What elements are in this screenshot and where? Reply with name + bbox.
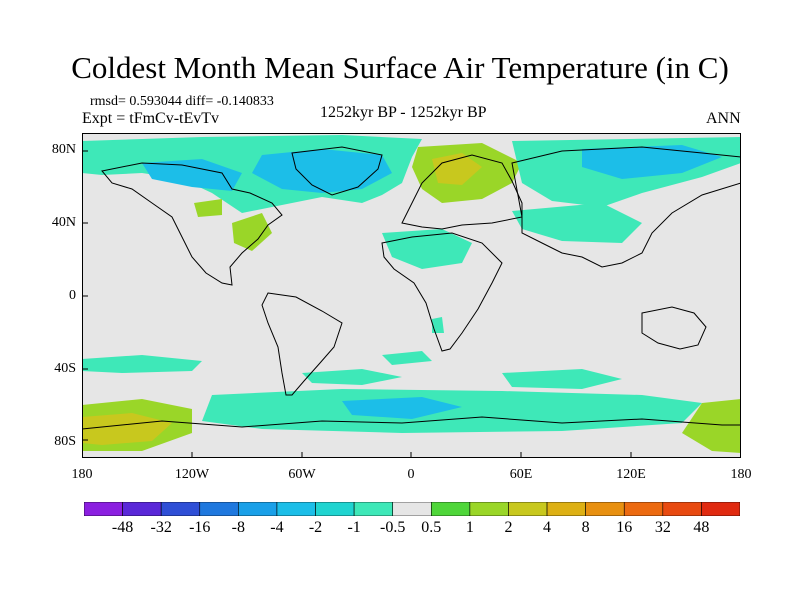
lon-label-180e: 180 [730, 467, 752, 482]
colorbar-label: 2 [504, 519, 513, 536]
lat-label-40n: 40N [51, 215, 76, 230]
colorbar-swatch [392, 502, 432, 516]
axis-ticks [82, 150, 632, 458]
coast-greenland [291, 146, 383, 196]
colorbar-label: 1 [465, 519, 474, 536]
colorbar [84, 502, 740, 516]
colorbar-label: -4 [270, 519, 284, 536]
colorbar-swatch [84, 502, 123, 516]
coast-australia [641, 306, 707, 350]
colorbar-swatch [122, 502, 162, 516]
coastlines [82, 146, 741, 430]
colorbar-swatch [585, 502, 625, 516]
lon-label-120e: 120E [616, 467, 646, 482]
lon-label-0: 0 [407, 467, 415, 482]
lon-label-60w: 60W [288, 467, 316, 482]
coast-africa [381, 232, 503, 352]
season-label: ANN [706, 110, 741, 127]
anomaly-cool-south-2 [302, 369, 402, 385]
colorbar-label: 48 [693, 519, 710, 536]
anomaly-cooler-greenland [252, 149, 392, 193]
anomaly-cool-africa [432, 317, 444, 333]
anomaly-cool-south-4 [502, 369, 622, 389]
anomaly-warm-antarctic-east [682, 399, 741, 453]
plot-title: Coldest Month Mean Surface Air Temperatu… [71, 50, 729, 85]
lat-label-80s: 80S [54, 434, 76, 449]
anomaly-warm-north-america [232, 213, 272, 251]
anomaly-cool-south-3 [382, 351, 432, 365]
period-label: 1252kyr BP - 1252kyr BP [320, 104, 487, 121]
experiment-label: Expt = tFmCv-tEvTv [82, 110, 220, 127]
anomaly-cool-antarctic [202, 389, 702, 433]
anomaly-cooler-siberia [582, 145, 722, 179]
colorbar-label: 16 [616, 519, 633, 536]
colorbar-label: -1 [347, 519, 361, 536]
coast-antarctica [82, 416, 741, 430]
anomaly-cooler-canada [142, 159, 242, 191]
coast-south-america [261, 292, 343, 396]
anomaly-warm-canada-west [194, 199, 222, 217]
coast-asia [511, 146, 741, 268]
colorbar-swatch [701, 502, 740, 516]
colorbar-label: -0.5 [380, 519, 406, 536]
colorbar-swatch [662, 502, 702, 516]
colorbar-swatch [469, 502, 509, 516]
anomaly-cooler-antarctic [342, 397, 462, 419]
colorbar-label: -8 [231, 519, 245, 536]
colorbar-swatch [508, 502, 548, 516]
colorbar-swatch [199, 502, 239, 516]
anomaly-warmer-scandinavia [432, 153, 482, 185]
stats-text: rmsd= 0.593044 diff= -0.140833 [90, 94, 274, 109]
colorbar-label: -16 [189, 519, 211, 536]
lat-label-0: 0 [69, 288, 76, 303]
colorbar-swatch [315, 502, 355, 516]
colorbar-label: 32 [654, 519, 671, 536]
colorbar-label: -2 [308, 519, 323, 536]
colorbar-swatch [238, 502, 278, 516]
map-plot [82, 133, 741, 458]
anomaly-cool-south-1 [82, 355, 202, 373]
colorbar-swatch [353, 502, 394, 516]
colorbar-label: 8 [581, 519, 590, 536]
colorbar-swatch [276, 502, 316, 516]
colorbar-swatch [160, 502, 201, 516]
colorbar-swatch [430, 502, 471, 516]
lon-label-180w: 180 [71, 467, 93, 482]
colorbar-swatch [623, 502, 664, 516]
coast-north-america [101, 162, 283, 286]
colorbar-label: 0.5 [421, 519, 442, 536]
colorbar-label: 4 [543, 519, 552, 536]
anomaly-warmer-antarctic [82, 413, 172, 445]
lat-label-40s: 40S [54, 361, 76, 376]
anomaly-cool-asia [512, 203, 642, 243]
colorbar-label: -48 [111, 519, 134, 536]
lat-label-80n: 80N [51, 142, 76, 157]
lon-label-120w: 120W [174, 467, 210, 482]
colorbar-swatch [546, 502, 586, 516]
lon-label-60e: 60E [509, 467, 533, 482]
colorbar-label: -32 [150, 519, 172, 536]
